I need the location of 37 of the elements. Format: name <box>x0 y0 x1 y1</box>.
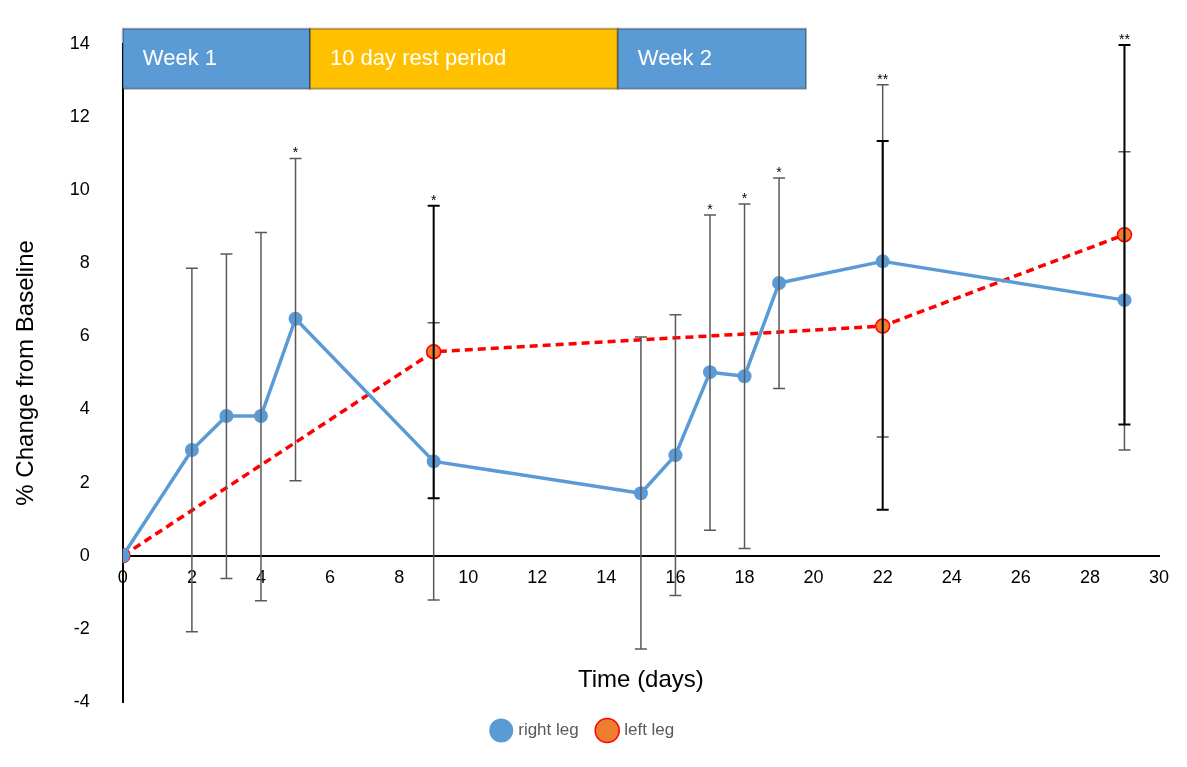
x-axis-title: Time (days) <box>578 664 704 692</box>
x-tick-label: 12 <box>527 566 548 587</box>
annotation: * <box>292 144 299 161</box>
band-label: 10 day rest period <box>330 44 507 70</box>
y-tick-label: 0 <box>79 544 90 565</box>
x-tick-label: 18 <box>734 566 755 587</box>
annotation: * <box>707 200 714 217</box>
band-label: Week 2 <box>637 44 712 70</box>
y-tick-label: 14 <box>69 32 90 53</box>
y-tick-label: 6 <box>79 325 90 346</box>
y-tick-label: -4 <box>73 690 90 711</box>
y-tick-label: 4 <box>79 398 90 419</box>
x-tick-label: 24 <box>941 566 962 587</box>
y-axis-title: % Change from Baseline <box>11 240 39 506</box>
x-tick-label: 30 <box>1148 566 1170 587</box>
y-tick-label: -2 <box>73 617 90 638</box>
x-tick-label: 14 <box>596 566 617 587</box>
y-tick-label: 2 <box>79 471 90 492</box>
band-label: Week 1 <box>142 44 218 70</box>
legend-label: left leg <box>624 720 675 740</box>
x-tick-label: 26 <box>1010 566 1031 587</box>
annotation: * <box>741 189 748 206</box>
x-tick-label: 10 <box>458 566 479 587</box>
y-tick-label: 8 <box>79 252 90 273</box>
annotation: ** <box>1119 30 1131 47</box>
legend-label: right leg <box>518 720 579 740</box>
x-tick-label: 28 <box>1079 566 1100 587</box>
annotation: * <box>776 163 783 180</box>
x-tick-label: 20 <box>803 566 824 587</box>
y-tick-label: 10 <box>69 179 90 200</box>
x-tick-label: 8 <box>394 566 405 587</box>
y-tick-label: 12 <box>69 105 90 126</box>
x-tick-label: 4 <box>255 566 266 587</box>
annotation: ** <box>877 70 889 87</box>
annotation: * <box>430 191 437 208</box>
x-tick-label: 6 <box>325 566 336 587</box>
x-tick-label: 22 <box>872 566 893 587</box>
